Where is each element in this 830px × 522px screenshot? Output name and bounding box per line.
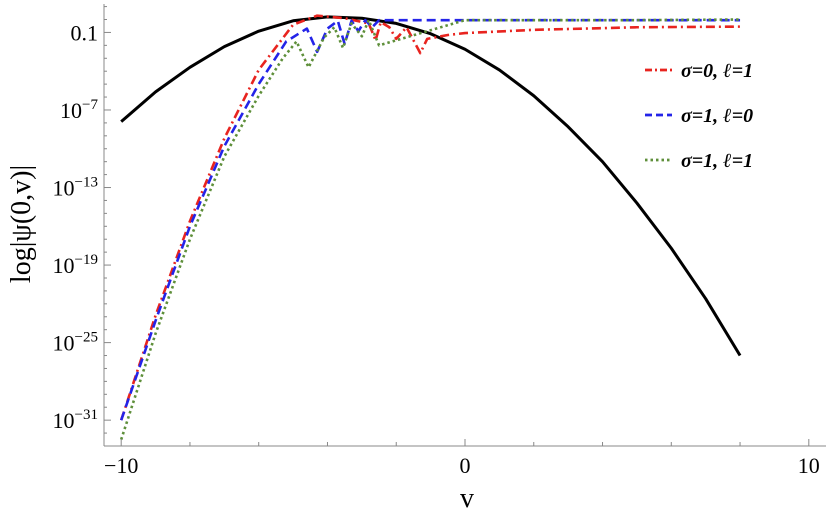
series-line-1: [120, 15, 742, 357]
y-axis-label: log|ψ(0,v)|: [6, 165, 37, 283]
legend: σ=0, ℓ=1 σ=1, ℓ=0 σ=1, ℓ=1: [645, 60, 753, 172]
legend-label-1: σ=0, ℓ=1: [681, 60, 753, 82]
series-line-4: [119, 18, 741, 440]
y-tick-label: 10−19: [53, 252, 98, 278]
x-tick-label: −10: [104, 453, 138, 478]
legend-label-2: σ=1, ℓ=0: [681, 105, 753, 127]
legend-label-3: σ=1, ℓ=1: [681, 150, 753, 172]
y-tick-label: 0.1: [71, 20, 99, 45]
x-tick-label: 10: [798, 453, 820, 478]
y-tick-label: 10−13: [53, 175, 98, 201]
series-line-2: [119, 14, 741, 421]
series-layer: [119, 14, 742, 440]
x-axis-label: v: [460, 483, 474, 514]
series-line-3: [119, 18, 741, 421]
axes: [103, 4, 826, 447]
y-tick-label: 10−31: [53, 407, 98, 433]
x-tick-label: 0: [460, 453, 471, 478]
y-tick-label: 10−7: [60, 97, 98, 123]
y-tick-label: 10−25: [53, 330, 98, 356]
tick-labels: −10 0 10 0.1 10−7 10−13 10−19 10−25 10−31: [53, 20, 820, 478]
